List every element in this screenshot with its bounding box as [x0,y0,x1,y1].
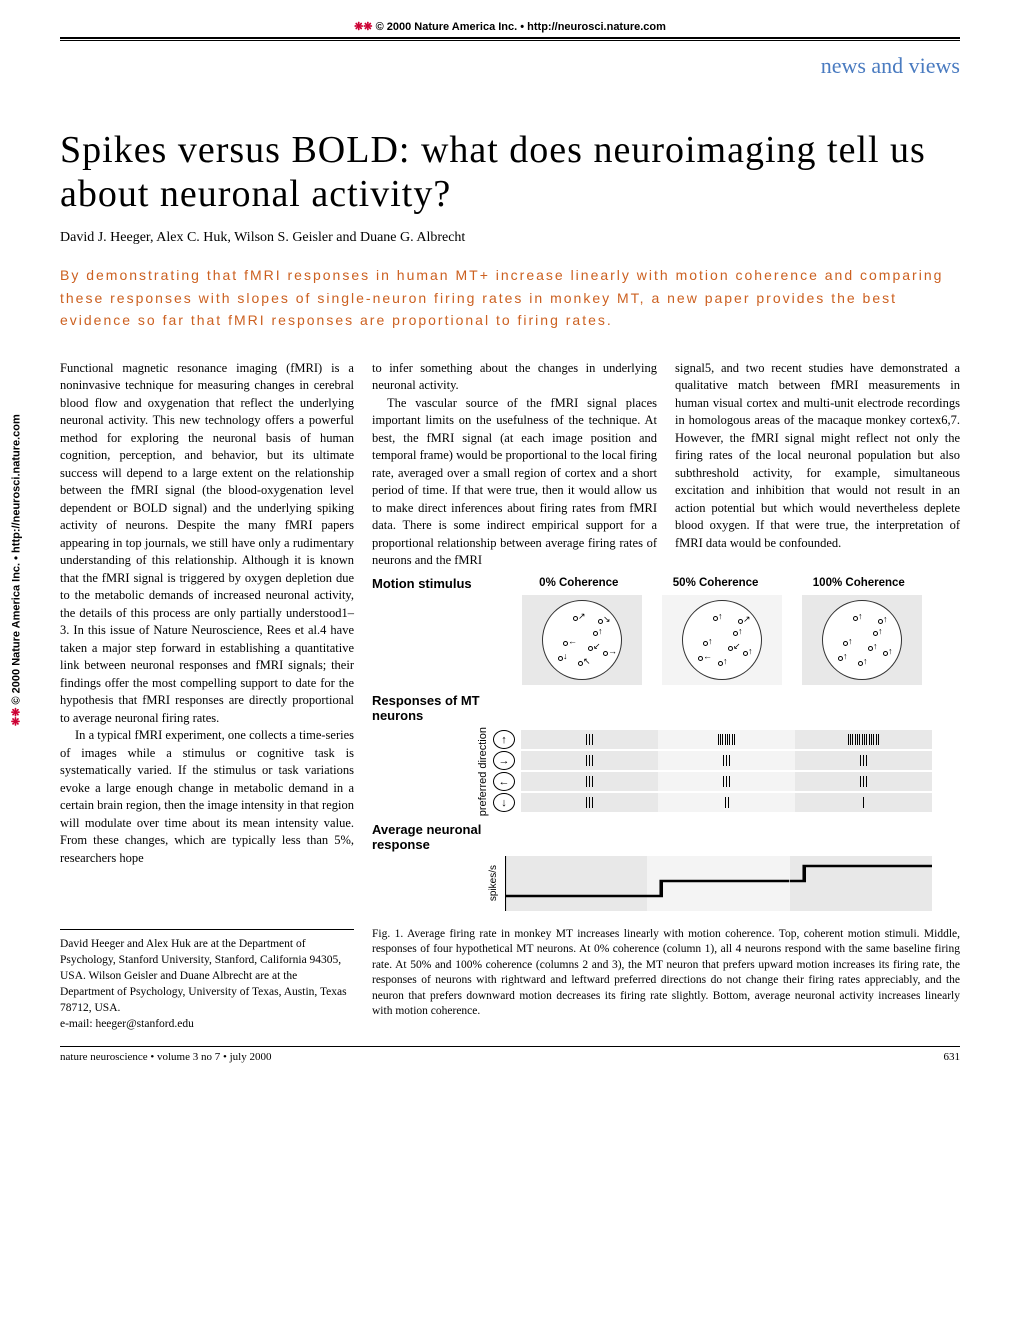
nature-logo-icon: ❋❋ [354,21,372,33]
spikes-per-second-label: spikes/s [488,865,499,901]
responses-label: Responses of MT neurons [372,693,512,723]
raster-cell [521,751,658,770]
nature-logo-icon: ❋❋ [11,708,23,726]
raster-cell [521,730,658,749]
raster-row-2: ← [493,771,932,792]
raster-row-3: ↓ [493,792,932,813]
direction-icon: → [493,751,515,770]
section-header: news and views [60,53,960,79]
avg-panel-0 [505,856,647,911]
article-title: Spikes versus BOLD: what does neuroimagi… [60,129,960,216]
raster-cell [658,793,795,812]
avg-response-plot [505,856,932,911]
raster-cell [658,730,795,749]
side-copyright-text: © 2000 Nature America Inc. • http://neur… [11,414,23,704]
raster-cell [795,772,932,791]
stimulus-panels: ↗↘←↙→↖↓↑↑↗↑↙↑↑←↑↑↑↑↑↑↑↑↑ [512,595,932,685]
raster-cell [521,793,658,812]
avg-panel-1 [647,856,789,911]
raster-cell [521,772,658,791]
preferred-direction-label: preferred direction [477,727,489,816]
column-2: to infer something about the changes in … [372,360,657,570]
stimulus-panel-2: ↑↑↑↑↑↑↑↑ [802,595,922,685]
side-copyright: ❋❋ © 2000 Nature America Inc. • http://n… [10,414,23,726]
para-3-1: signal5, and two recent studies have dem… [675,360,960,553]
column-1: Functional magnetic resonance imaging (f… [60,360,354,915]
raster-row-0: ↑ [493,729,932,750]
page-footer: nature neuroscience • volume 3 no 7 • ju… [60,1046,960,1063]
raster-cell [795,793,932,812]
body-columns: Functional magnetic resonance imaging (f… [60,360,960,915]
author-affiliations: David Heeger and Alex Huk are at the Dep… [60,929,354,1033]
coherence-label-1: 50% Coherence [673,577,759,589]
para-1-2: In a typical fMRI experiment, one collec… [60,727,354,867]
direction-icon: ← [493,772,515,791]
footer-journal-info: nature neuroscience • volume 3 no 7 • ju… [60,1051,271,1063]
para-2-1: to infer something about the changes in … [372,360,657,395]
raster-row-1: → [493,750,932,771]
raster-cell [658,772,795,791]
footer-page-number: 631 [944,1051,961,1063]
author-list: David J. Heeger, Alex C. Huk, Wilson S. … [60,230,960,246]
raster-cell [795,730,932,749]
raster-cell [795,751,932,770]
figure-caption: Fig. 1. Average firing rate in monkey MT… [372,927,960,1020]
top-copyright: ❋❋ © 2000 Nature America Inc. • http://n… [60,20,960,33]
stimulus-panel-0: ↗↘←↙→↖↓↑ [522,595,642,685]
coherence-label-0: 0% Coherence [539,577,618,589]
direction-icon: ↑ [493,730,515,749]
header-rule [60,37,960,41]
avg-response-label: Average neuronal response [372,822,512,852]
figure-1: Motion stimulus 0% Coherence 50% Coheren… [372,576,932,915]
abstract: By demonstrating that fMRI responses in … [60,264,960,331]
avg-panel-2 [790,856,932,911]
copyright-text: © 2000 Nature America Inc. • http://neur… [376,21,666,33]
direction-icon: ↓ [493,793,515,812]
raster-block: ↑ → ← ↓ [493,729,932,813]
para-2-2: The vascular source of the fMRI signal p… [372,395,657,570]
motion-stimulus-label: Motion stimulus [372,576,512,591]
raster-cell [658,751,795,770]
coherence-label-2: 100% Coherence [813,577,905,589]
para-1-1: Functional magnetic resonance imaging (f… [60,360,354,728]
column-3: signal5, and two recent studies have dem… [675,360,960,570]
stimulus-panel-1: ↑↗↑↙↑↑←↑ [662,595,782,685]
